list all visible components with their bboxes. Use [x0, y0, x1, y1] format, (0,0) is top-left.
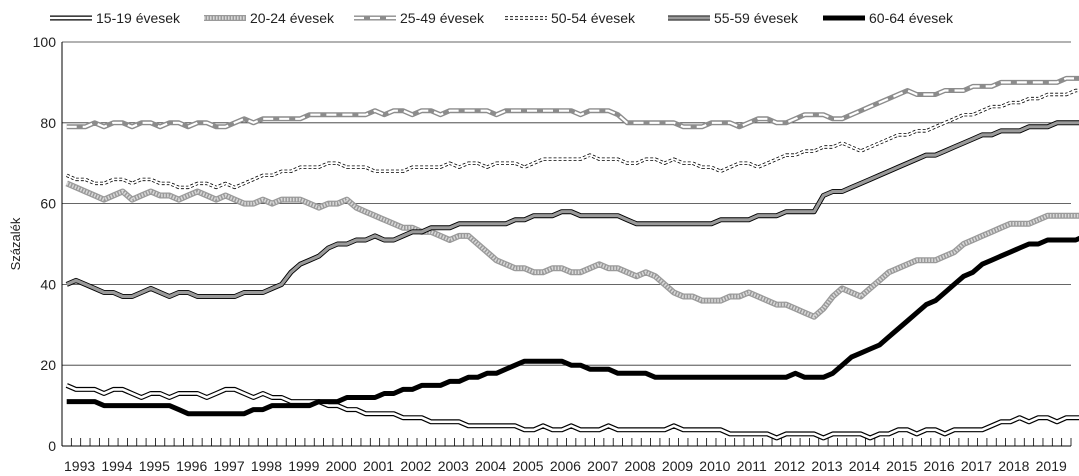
- legend-item: 25-49 évesek: [354, 10, 485, 26]
- y-tick-label: 80: [40, 115, 56, 131]
- x-tick-label: 2016: [924, 458, 955, 474]
- y-axis-ticks: 0 20 40 60 80 100: [33, 34, 57, 454]
- series-line-layer: [66, 75, 1079, 130]
- x-tick-label: 1998: [251, 458, 282, 474]
- gridlines: [61, 41, 1071, 447]
- x-tick-label: 2011: [737, 458, 767, 474]
- series-line-layer: [66, 235, 1079, 417]
- x-tick-label: 2005: [512, 458, 543, 474]
- series-1: [65, 383, 1079, 441]
- legend-item: 50-54 évesek: [505, 10, 636, 26]
- legend-label: 50-54 évesek: [551, 10, 636, 26]
- x-axis-ticks: 1993 1994 1995 1996 1997 1998 1999 2000 2001 2002…: [61, 438, 1072, 474]
- x-tick-label: 2015: [886, 458, 917, 474]
- legend-label: 20-24 évesek: [250, 10, 335, 26]
- y-axis-label: Százalék: [8, 217, 23, 270]
- series-line-layer: [66, 121, 1079, 299]
- x-tick-label: 2002: [400, 458, 431, 474]
- x-tick-label: 1995: [139, 458, 170, 474]
- x-tick-label: 1996: [176, 458, 207, 474]
- series-lines: [65, 75, 1079, 441]
- x-tick-label: 2017: [961, 458, 992, 474]
- series-line-layer: [66, 89, 1079, 189]
- y-tick-label: 60: [40, 196, 56, 212]
- x-tick-label: 2009: [662, 458, 693, 474]
- series-line-layer: [66, 181, 1079, 319]
- x-tick-label: 2006: [550, 458, 581, 474]
- y-tick-label: 20: [40, 357, 56, 373]
- x-tick-label: 2012: [774, 458, 805, 474]
- series-5: [65, 120, 1079, 299]
- y-tick-label: 0: [48, 438, 56, 454]
- x-tick-label: 2013: [811, 458, 842, 474]
- x-tick-label: 1999: [288, 458, 319, 474]
- series-line-layer: [66, 77, 1079, 128]
- series-3: [66, 75, 1079, 130]
- legend-label: 25-49 évesek: [400, 10, 485, 26]
- x-tick-label: 2003: [438, 458, 469, 474]
- legend: 15-19 évesek 20-24 évesek 25-49 évesek 50-5…: [50, 10, 954, 26]
- legend-item: 20-24 évesek: [204, 10, 335, 26]
- x-tick-label: 2001: [363, 458, 394, 474]
- series-line-layer: [66, 88, 1079, 190]
- x-tick-label: 2008: [625, 458, 656, 474]
- x-tick-label: 2019: [1036, 458, 1067, 474]
- legend-label: 15-19 évesek: [96, 10, 181, 26]
- y-tick-label: 100: [33, 34, 57, 50]
- x-tick-label: 1997: [213, 458, 244, 474]
- legend-item: 60-64 évesek: [823, 10, 954, 26]
- legend-label: 55-59 évesek: [714, 10, 799, 26]
- legend-label: 60-64 évesek: [869, 10, 954, 26]
- x-tick-label: 1994: [101, 458, 132, 474]
- legend-item: 55-59 évesek: [668, 10, 799, 26]
- x-tick-label: 2010: [699, 458, 730, 474]
- legend-item: 15-19 évesek: [50, 10, 181, 26]
- x-tick-label: 2014: [849, 458, 880, 474]
- series-6: [66, 235, 1079, 417]
- x-tick-label: 2004: [475, 458, 506, 474]
- x-tick-label: 2018: [998, 458, 1029, 474]
- x-tick-label: 2007: [587, 458, 618, 474]
- series-line-layer: [66, 384, 1079, 440]
- series-4: [66, 88, 1079, 190]
- y-tick-label: 40: [40, 276, 56, 292]
- x-tick-label: 1993: [64, 458, 95, 474]
- series-2: [65, 180, 1079, 320]
- x-tick-label: 2000: [326, 458, 357, 474]
